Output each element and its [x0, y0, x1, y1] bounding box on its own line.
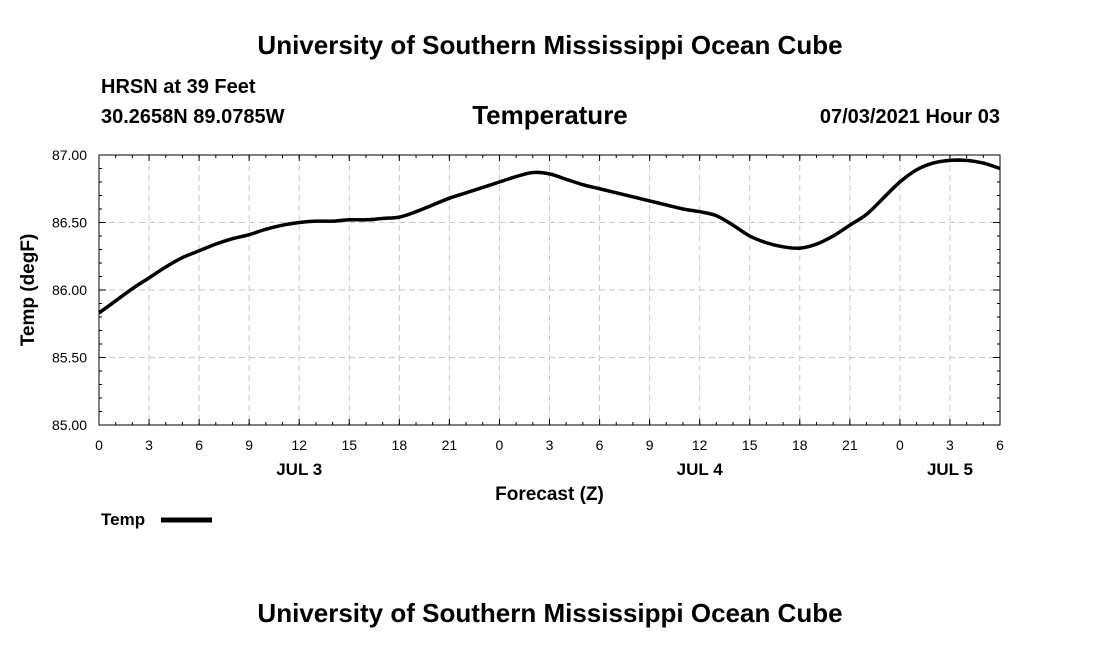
y-tick-label: 85.00 — [52, 417, 87, 433]
x-tick-label: 6 — [996, 437, 1004, 453]
x-tick-label: 15 — [742, 437, 758, 453]
x-tick-label: 15 — [341, 437, 357, 453]
x-tick-label: 12 — [291, 437, 307, 453]
x-tick-label: 0 — [896, 437, 904, 453]
temp-series-line — [97, 158, 1001, 315]
grid-lines — [99, 155, 1000, 425]
x-tick-label: 0 — [496, 437, 504, 453]
legend: Temp — [101, 510, 212, 529]
coordinates-label: 30.2658N 89.0785W — [101, 106, 285, 128]
axes — [98, 154, 1001, 426]
x-tick-label: 3 — [546, 437, 554, 453]
x-tick-label: 3 — [946, 437, 954, 453]
date-label: JUL 3 — [276, 460, 322, 479]
chart-title: Temperature — [472, 100, 628, 130]
page-title-bottom: University of Southern Mississippi Ocean… — [257, 598, 843, 628]
x-tick-label: 21 — [442, 437, 458, 453]
y-tick-label: 87.00 — [52, 147, 87, 163]
x-tick-label: 18 — [392, 437, 408, 453]
x-tick-label: 6 — [195, 437, 203, 453]
legend-label: Temp — [101, 510, 145, 529]
series-layer — [97, 158, 1001, 315]
x-axis-title: Forecast (Z) — [495, 484, 604, 505]
axis-labels: 0 3 6 9 12 15 18 21 0 3 6 9 12 15 18 21 0 3 6 85.00 85.50 86.… — [18, 147, 1004, 505]
y-tick-label: 85.50 — [52, 350, 87, 366]
x-tick-label: 6 — [596, 437, 604, 453]
forecast-datetime: 07/03/2021 Hour 03 — [819, 106, 1000, 128]
x-tick-label: 18 — [792, 437, 808, 453]
x-tick-label: 0 — [95, 437, 103, 453]
x-tick-label: 3 — [145, 437, 153, 453]
y-tick-label: 86.50 — [52, 215, 87, 231]
page-title-top: University of Southern Mississippi Ocean… — [257, 30, 843, 60]
date-label: JUL 5 — [927, 460, 973, 479]
x-tick-label: 21 — [842, 437, 858, 453]
y-tick-label: 86.00 — [52, 282, 87, 298]
x-tick-label: 12 — [692, 437, 708, 453]
x-tick-label: 9 — [245, 437, 253, 453]
station-label: HRSN at 39 Feet — [101, 76, 256, 98]
y-axis-title: Temp (degF) — [18, 234, 39, 347]
date-label: JUL 4 — [677, 460, 724, 479]
x-tick-label: 9 — [646, 437, 654, 453]
